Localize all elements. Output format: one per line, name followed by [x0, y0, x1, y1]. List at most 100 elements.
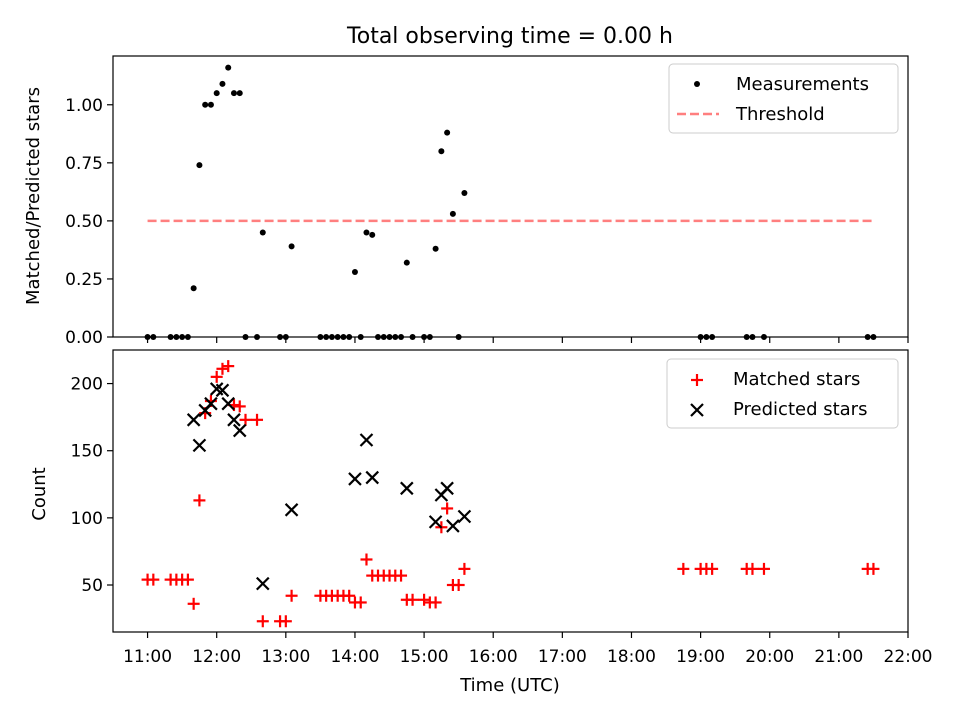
bottom-x-tick-label: 19:00	[676, 647, 725, 667]
measurement-point	[202, 101, 209, 108]
top-marks: 0.00 0.25 0.50 0.75 1.00	[65, 64, 909, 348]
matched-star-point	[343, 589, 356, 602]
measurement-point	[398, 334, 405, 340]
matched-star-point	[757, 562, 770, 575]
bottom-y-tick-label: 50	[81, 576, 103, 596]
predicted-star-point	[215, 383, 230, 398]
matched-star-point	[181, 573, 194, 586]
bottom-y-axis-label: Count	[29, 467, 50, 520]
measurement-point	[438, 148, 445, 155]
predicted-star-stroke	[256, 576, 270, 591]
measurement-point	[449, 210, 456, 217]
matched-star-point	[452, 579, 465, 591]
matched-star-point	[239, 413, 252, 426]
matched-star-point	[233, 400, 246, 413]
measurement-point	[144, 334, 151, 340]
predicted-star-stroke	[400, 481, 414, 496]
measurement-point	[334, 334, 341, 340]
measurement-point	[351, 268, 358, 275]
bottom-y-tick-label: 200	[71, 375, 103, 395]
predicted-star-point	[192, 438, 207, 453]
predicted-star-stroke	[186, 413, 201, 427]
predicted-star-point	[440, 481, 454, 496]
bottom-y-tick-label: 150	[71, 442, 103, 462]
matched-star-point	[406, 593, 419, 606]
predicted-star-stroke	[348, 472, 362, 486]
predicted-star-stroke	[440, 481, 454, 496]
bottom-x-tick-label: 21:00	[814, 647, 863, 667]
matched-star-point	[360, 553, 373, 566]
top-y-tick-label: 0.00	[65, 328, 103, 348]
matched-star-point	[216, 362, 229, 375]
legend-measurements-marker	[694, 81, 700, 87]
predicted-star-stroke	[365, 470, 380, 485]
bottom-x-tick-label: 20:00	[745, 647, 794, 667]
matched-star-point	[418, 593, 431, 606]
predicted-star-point	[186, 413, 201, 427]
predicted-star-point	[348, 472, 362, 486]
bottom-legend-box	[666, 358, 899, 429]
predicted-star-stroke	[215, 383, 230, 398]
measurement-point	[703, 334, 710, 340]
measurement-point	[288, 243, 295, 250]
top-y-tick-label: 1.00	[65, 96, 103, 116]
bottom-panel: 50 100 150 200 11:00 12:00 13:00 14:00 15:00 16:0…	[29, 349, 933, 696]
matched-star-point	[285, 589, 298, 602]
predicted-star-point	[256, 576, 270, 591]
predicted-star-point	[428, 515, 443, 529]
bottom-x-tick-label: 22:00	[884, 647, 933, 667]
measurement-point	[346, 334, 353, 340]
matched-star-point	[429, 596, 442, 609]
measurement-point	[432, 245, 439, 252]
measurement-point	[403, 259, 410, 266]
matched-star-point	[867, 562, 880, 575]
matched-star-point	[210, 370, 223, 383]
predicted-star-stroke	[428, 515, 443, 529]
predicted-star-point	[365, 470, 380, 485]
measurement-point	[184, 334, 191, 340]
predicted-star-point	[457, 509, 472, 524]
measurement-point	[444, 129, 451, 136]
measurement-point	[357, 334, 364, 340]
predicted-star-point	[221, 396, 235, 411]
matched-star-point	[187, 597, 200, 610]
matched-star-point	[746, 562, 759, 575]
predicted-star-stroke	[192, 438, 207, 453]
measurement-point	[207, 101, 214, 108]
measurement-point	[277, 334, 284, 340]
top-legend: Measurements Threshold	[668, 63, 899, 134]
matched-star-point	[251, 413, 264, 426]
measurement-point	[697, 334, 704, 340]
measurement-point	[363, 229, 370, 236]
bottom-x-tick-label: 13:00	[261, 647, 310, 667]
measurement-point	[870, 334, 877, 340]
bottom-x-tick-label: 17:00	[538, 647, 587, 667]
top-y-tick-label: 0.50	[65, 212, 103, 232]
bottom-x-tick-label: 12:00	[192, 647, 241, 667]
measurement-point	[323, 334, 330, 340]
measurement-point	[386, 334, 393, 340]
predicted-star-stroke	[221, 396, 235, 411]
predicted-star-stroke	[359, 433, 374, 447]
measurement-point	[743, 334, 750, 340]
top-y-axis-label: Matched/Predicted stars	[23, 87, 44, 305]
measurement-point	[749, 334, 756, 340]
measurement-point	[213, 90, 220, 97]
measurement-point	[375, 334, 381, 340]
measurement-point	[421, 334, 428, 340]
matched-star-point	[222, 360, 235, 373]
measurement-point	[369, 231, 376, 238]
measurement-point	[409, 334, 416, 340]
matched-star-point	[441, 502, 454, 515]
predicted-star-point	[204, 396, 218, 411]
figure-title: Total observing time = 0.00 h	[346, 24, 673, 49]
bottom-x-tick-label: 15:00	[400, 647, 449, 667]
measurement-point	[317, 334, 324, 340]
matched-star-point	[354, 596, 367, 609]
bottom-x-tick-label: 18:00	[607, 647, 656, 667]
measurement-point	[461, 190, 468, 197]
bottom-y-tick-label: 100	[71, 509, 103, 529]
legend-matched-label: Matched stars	[733, 369, 860, 390]
measurement-point	[150, 334, 157, 340]
measurement-point	[426, 334, 433, 340]
